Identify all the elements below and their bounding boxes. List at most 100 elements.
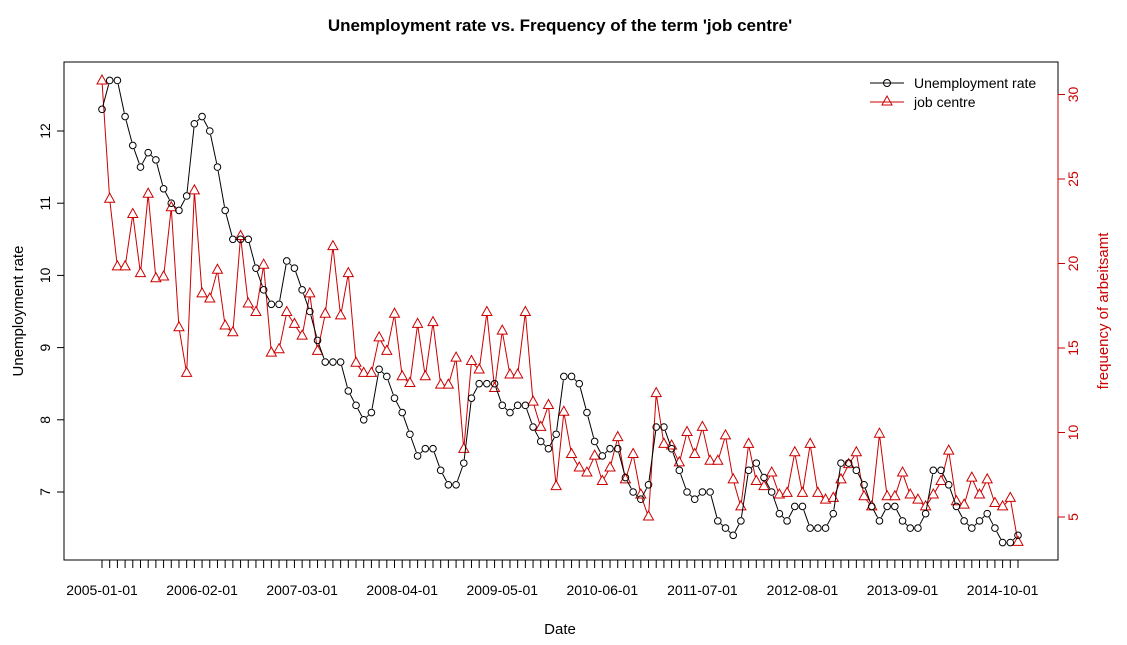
unemployment-point xyxy=(513,401,522,410)
unemployment-point xyxy=(190,119,199,128)
unemployment-point xyxy=(844,459,853,467)
unemployment-segment xyxy=(648,430,657,481)
unemployment-point xyxy=(975,517,984,525)
unemployment-point xyxy=(483,379,491,388)
unemployment-point xyxy=(613,444,622,453)
unemployment-point xyxy=(637,495,645,504)
unemployment-point xyxy=(267,300,276,309)
job-centre-point xyxy=(704,454,716,465)
unemployment-segment xyxy=(410,437,417,453)
job-centre-point xyxy=(334,308,347,320)
job-centre-point xyxy=(103,192,116,203)
unemployment-segment xyxy=(556,380,564,431)
unemployment-point xyxy=(621,473,630,482)
unemployment-segment xyxy=(357,408,363,417)
unemployment-point xyxy=(652,423,661,431)
unemployment-segment xyxy=(295,271,302,287)
legend-marker-job-centre xyxy=(881,94,893,106)
job-centre-point xyxy=(758,479,770,491)
unemployment-point xyxy=(98,105,106,114)
series-unemployment-rate xyxy=(98,76,1022,547)
unemployment-point xyxy=(406,430,414,439)
job-centre-point xyxy=(965,471,978,482)
job-centre-point xyxy=(658,437,670,448)
unemployment-point xyxy=(767,488,776,496)
y-axis-left: 7 8 9 10 11 12 xyxy=(37,123,65,496)
job-centre-point xyxy=(411,317,424,328)
job-centre-point xyxy=(550,479,563,491)
unemployment-point xyxy=(575,379,584,388)
job-centre-point xyxy=(881,489,893,501)
unemployment-segment xyxy=(102,84,110,106)
unemployment-point xyxy=(960,517,968,525)
job-centre-point xyxy=(419,369,432,381)
job-centre-point xyxy=(319,307,332,318)
job-centre-point xyxy=(958,498,970,509)
job-centre-point xyxy=(611,430,624,442)
job-centre-point xyxy=(727,472,740,484)
unemployment-point xyxy=(606,444,614,453)
unemployment-segment xyxy=(672,452,679,467)
job-centre-point xyxy=(296,329,308,340)
unemployment-segment xyxy=(664,430,671,446)
unemployment-point xyxy=(321,358,330,366)
unemployment-segment xyxy=(442,473,447,482)
job-centre-point xyxy=(565,447,578,458)
unemployment-point xyxy=(144,148,152,157)
unemployment-point xyxy=(375,365,383,374)
job-centre-point xyxy=(735,499,747,511)
unemployment-segment xyxy=(504,407,508,411)
unemployment-point xyxy=(1006,538,1015,547)
job-centre-point xyxy=(627,447,639,458)
y-right-tick-label: 15 xyxy=(1065,340,1081,356)
unemployment-segment xyxy=(549,437,555,446)
y-right-tick-label: 25 xyxy=(1065,171,1081,187)
unemployment-segment xyxy=(289,263,292,266)
unemployment-point xyxy=(806,524,814,532)
unemployment-point xyxy=(660,423,668,431)
unemployment-segment xyxy=(751,465,754,468)
unemployment-segment xyxy=(988,516,994,525)
unemployment-point xyxy=(259,286,268,294)
unemployment-point xyxy=(706,488,714,496)
unemployment-segment xyxy=(196,118,200,122)
job-centre-point xyxy=(396,369,409,381)
job-centre-point xyxy=(504,368,516,379)
unemployment-point xyxy=(436,466,445,475)
unemployment-segment xyxy=(757,466,763,475)
unemployment-point xyxy=(852,466,861,475)
job-centre-point xyxy=(388,307,401,318)
unemployment-segment xyxy=(387,380,394,395)
unemployment-point xyxy=(675,466,684,475)
job-centre-point xyxy=(912,493,924,504)
job-centre-point xyxy=(365,366,378,377)
y-left-tick-label: 10 xyxy=(37,267,53,283)
job-centre-point xyxy=(265,346,278,357)
unemployment-segment xyxy=(680,473,687,489)
unemployment-segment xyxy=(864,488,871,503)
unemployment-segment xyxy=(341,365,348,388)
plot-area xyxy=(63,61,1059,561)
job-centre-point xyxy=(280,305,293,317)
unemployment-segment xyxy=(371,373,379,409)
legend-label-job-centre: job centre xyxy=(913,94,976,110)
job-centre-point xyxy=(719,428,732,440)
x-axis-title: Date xyxy=(544,621,576,638)
job-centre-point xyxy=(619,472,632,484)
unemployment-segment xyxy=(833,466,841,510)
unemployment-segment xyxy=(919,516,925,525)
y-right-tick-label: 10 xyxy=(1065,425,1081,441)
job-centre-point xyxy=(242,297,255,308)
unemployment-segment xyxy=(225,214,233,236)
unemployment-point xyxy=(252,264,260,272)
unemployment-point xyxy=(152,156,160,164)
unemployment-segment xyxy=(141,155,147,164)
x-tick-label: 2006-02-01 xyxy=(166,582,238,598)
unemployment-segment xyxy=(349,394,355,403)
unemployment-segment xyxy=(248,243,256,265)
job-centre-point xyxy=(96,73,108,85)
unemployment-point xyxy=(506,408,514,417)
y-left-tick-label: 8 xyxy=(37,416,53,424)
unemployment-segment xyxy=(604,451,608,454)
job-centre-point xyxy=(542,398,555,409)
